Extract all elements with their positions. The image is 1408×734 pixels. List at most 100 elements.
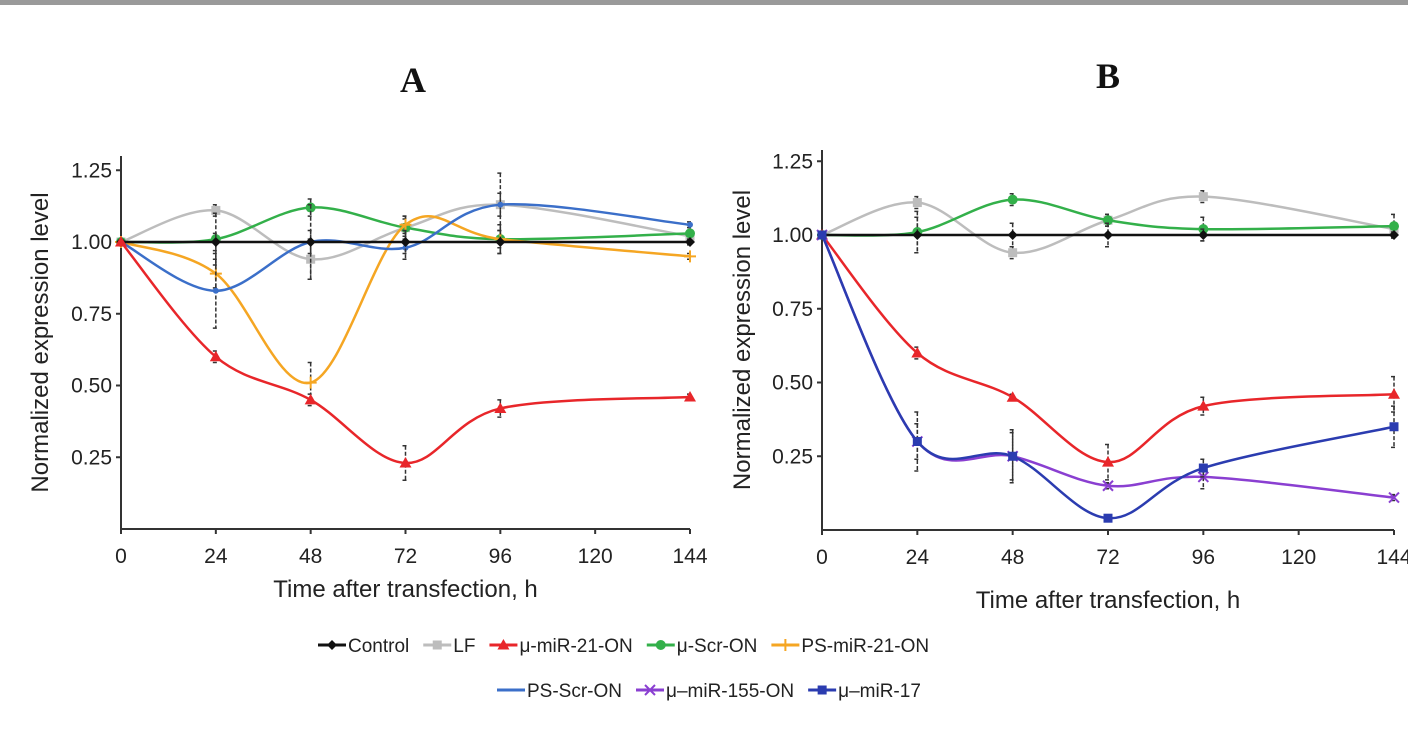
y-tick-label: 0.75 [772, 298, 813, 321]
legend-marker [327, 640, 337, 650]
series-line [120, 241, 691, 465]
data-point [495, 237, 506, 247]
legend-marker [432, 640, 442, 650]
data-point [400, 237, 411, 247]
data-point [1102, 480, 1114, 492]
x-tick-label: 48 [299, 545, 322, 568]
legend-marker [655, 640, 666, 650]
x-tick-label: 0 [816, 546, 828, 569]
error-bar [402, 445, 409, 481]
panel-title: B [1096, 56, 1120, 96]
data-point [402, 244, 409, 251]
legend-item: μ–miR-17 [808, 681, 921, 702]
x-tick-label: 144 [1376, 546, 1408, 569]
data-point [912, 230, 923, 240]
legend-item: PS-Scr-ON [497, 681, 622, 702]
legend-marker [779, 639, 792, 651]
legend-marker [817, 685, 827, 695]
data-point [211, 205, 221, 215]
series-μ-miR-17 [817, 230, 1399, 523]
data-point [399, 218, 412, 231]
error-bar [497, 229, 504, 255]
data-point [1006, 391, 1019, 402]
data-point [911, 347, 924, 358]
legend-item: μ–miR-155-ON [636, 681, 794, 702]
data-point [912, 437, 922, 446]
x-tick-label: 144 [672, 545, 707, 568]
series-line [821, 234, 1395, 464]
data-point [1389, 230, 1399, 240]
legend-marker [497, 639, 510, 650]
data-point [115, 236, 127, 247]
data-point [1197, 400, 1210, 411]
legend-label: μ-miR-21-ON [519, 636, 632, 657]
data-point [212, 287, 219, 294]
legend: Control LF μ-miR-21-ON μ-Scr-ON PS-miR-21-ON… [318, 636, 929, 702]
data-point [1007, 230, 1018, 240]
error-bar [497, 192, 504, 217]
x-tick-label: 72 [394, 545, 417, 568]
data-point [210, 237, 221, 247]
legend-label: PS-Scr-ON [527, 681, 622, 702]
data-point [684, 250, 696, 263]
data-point [1102, 456, 1114, 467]
y-tick-label: 0.50 [71, 375, 112, 398]
error-bar [914, 216, 921, 254]
x-tick-label: 48 [1001, 546, 1024, 569]
data-point [1389, 221, 1399, 232]
error-bar [914, 411, 921, 472]
y-tick-label: 1.00 [772, 224, 813, 247]
data-point [1198, 463, 1208, 473]
legend-item: μ-Scr-ON [646, 636, 758, 657]
legend-item: PS-miR-21-ON [771, 636, 929, 657]
data-point [304, 376, 317, 389]
data-point [912, 198, 922, 208]
x-axis-label: Time after transfection, h [976, 587, 1241, 614]
x-tick-label: 96 [1192, 546, 1215, 569]
panel-a: A 0.25 0.50 0.75 1.00 1.25 0 24 48 72 96 120 144 Time… [27, 60, 708, 603]
x-axis-label: Time after transfection, h [273, 576, 538, 603]
data-point [1008, 451, 1018, 461]
error-bar [1105, 222, 1111, 248]
x-tick-label: 96 [489, 545, 512, 568]
legend-marker [644, 684, 656, 696]
data-point [209, 350, 222, 362]
data-point [497, 201, 504, 208]
legend-label: PS-miR-21-ON [801, 636, 929, 657]
legend-label: μ–miR-155-ON [666, 681, 794, 702]
legend-item: LF [423, 636, 475, 657]
series-μ-miR-21-ON [816, 229, 1400, 481]
error-bar [1009, 431, 1016, 481]
data-point [685, 228, 695, 239]
y-axis-label: Normalized expression level [27, 192, 54, 492]
y-tick-label: 0.25 [71, 446, 112, 469]
x-tick-label: 120 [578, 545, 613, 568]
series-Control [116, 203, 695, 281]
y-tick-label: 1.00 [71, 231, 112, 254]
error-bar [402, 229, 409, 255]
data-point [1198, 192, 1208, 202]
data-point [685, 237, 695, 247]
legend-label: μ-Scr-ON [677, 636, 758, 657]
data-point [1389, 422, 1399, 432]
y-tick-label: 0.75 [71, 303, 112, 326]
data-point [1103, 513, 1113, 523]
data-point [1388, 491, 1400, 504]
y-axis-label: Normalized expression level [729, 190, 756, 490]
data-point [399, 456, 412, 468]
error-bar [1009, 222, 1016, 248]
x-tick-label: 24 [906, 546, 930, 569]
legend-label: LF [453, 636, 475, 657]
legend-label: μ–miR-17 [838, 681, 921, 702]
data-point [304, 393, 317, 405]
y-tick-label: 0.50 [772, 372, 813, 395]
data-point [687, 221, 693, 228]
data-point [305, 237, 316, 247]
x-tick-label: 0 [115, 545, 127, 568]
series-line [820, 234, 1395, 520]
data-point [1103, 230, 1113, 240]
data-point [1008, 248, 1018, 258]
x-tick-label: 120 [1281, 546, 1316, 569]
legend-label: Control [348, 636, 409, 657]
